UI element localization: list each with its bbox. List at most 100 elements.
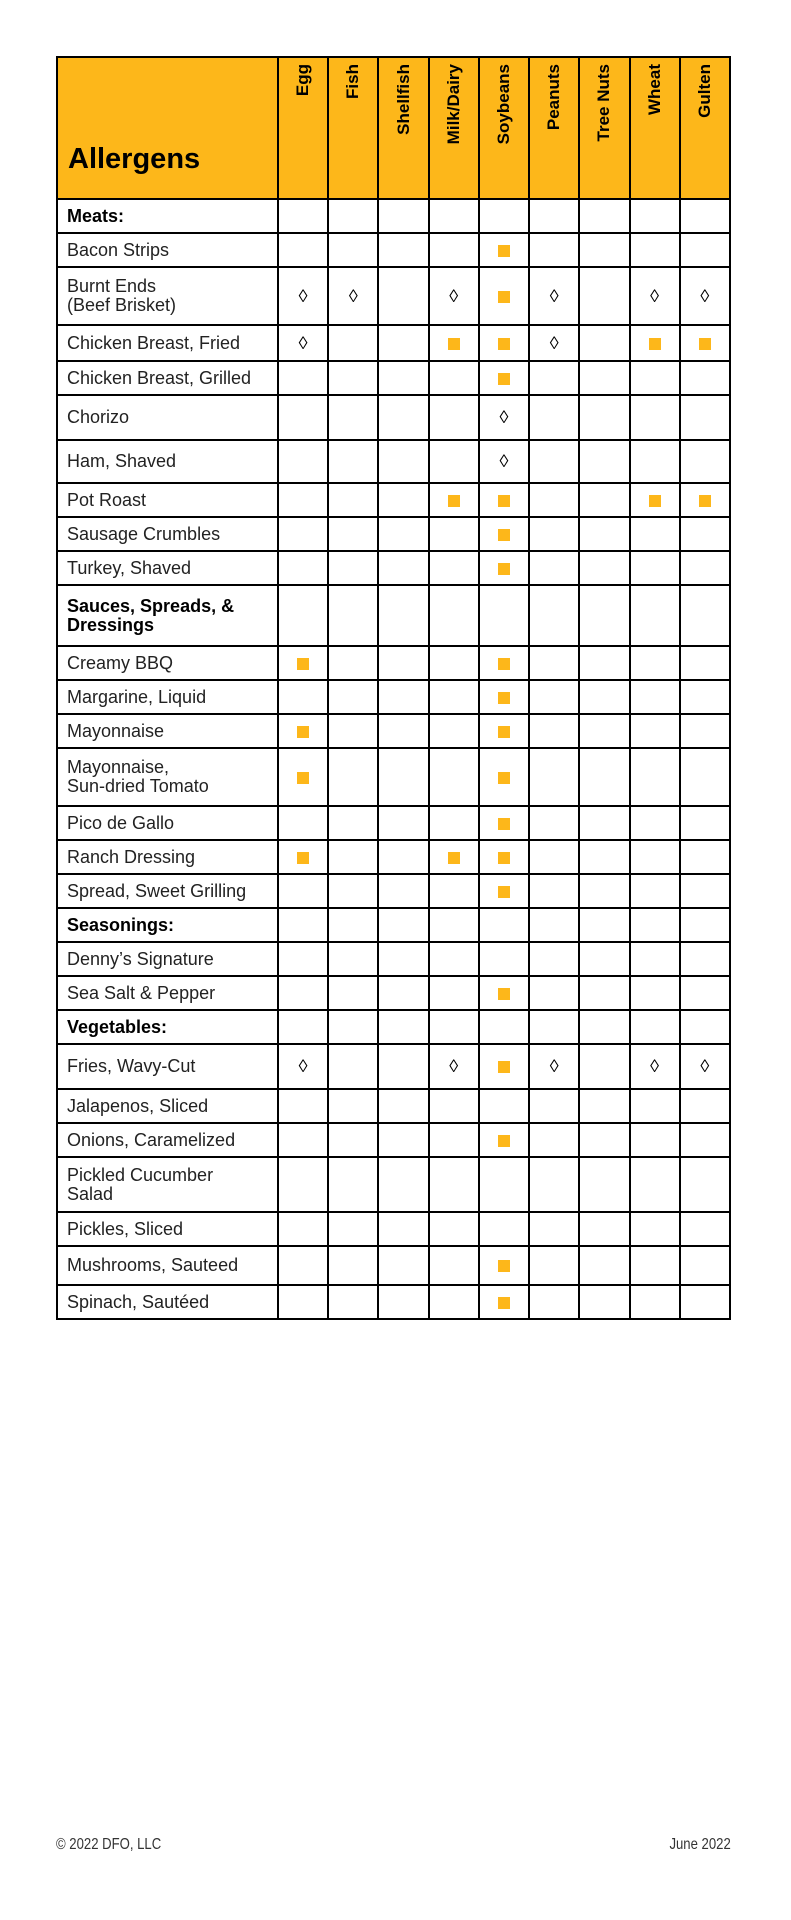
item-name: Ranch Dressing <box>56 839 279 875</box>
contains-square-icon <box>497 1134 510 1147</box>
contains-square-icon <box>447 337 460 350</box>
item-name: Sausage Crumbles <box>56 516 279 552</box>
allergen-cell <box>327 198 380 234</box>
allergen-cell <box>528 679 581 715</box>
allergen-cell <box>327 439 380 484</box>
allergen-cell <box>377 1088 430 1124</box>
allergen-cell <box>678 550 732 586</box>
allergen-cell <box>327 232 380 268</box>
table-row: Spinach, Sautéed <box>56 1284 732 1320</box>
table-row: Mushrooms, Sauteed <box>56 1245 732 1286</box>
contains-square-icon <box>648 494 661 507</box>
section-heading: Vegetables: <box>56 1009 279 1045</box>
allergen-cell <box>528 360 581 396</box>
allergen-cell <box>678 873 732 909</box>
table-title: Allergens <box>56 56 279 200</box>
allergen-cell <box>327 394 380 441</box>
allergen-cell <box>427 1088 480 1124</box>
allergen-cell <box>377 1211 430 1247</box>
may-contain-diamond-icon: ◊ <box>449 285 459 306</box>
contains-square-icon <box>447 851 460 864</box>
allergen-cell <box>276 645 330 681</box>
allergen-cell: ◊ <box>276 266 330 326</box>
allergen-cell <box>678 1211 732 1247</box>
allergen-cell <box>628 1211 681 1247</box>
may-contain-diamond-icon: ◊ <box>549 1056 559 1076</box>
copyright: © 2022 DFO, LLC <box>56 1836 162 1853</box>
section-row: Meats: <box>56 198 732 234</box>
allergen-cell <box>628 439 681 484</box>
allergen-cell <box>477 516 531 552</box>
allergen-cell <box>477 1009 531 1045</box>
allergen-cell <box>327 713 380 749</box>
allergen-cell <box>678 516 732 552</box>
allergen-cell <box>377 975 430 1011</box>
allergen-cell <box>578 198 631 234</box>
allergen-cell <box>327 584 380 647</box>
allergen-cell <box>327 1088 380 1124</box>
allergen-cell: ◊ <box>678 1043 732 1090</box>
contains-square-icon <box>497 528 510 541</box>
item-name: Fries, Wavy-Cut <box>56 1043 279 1090</box>
may-contain-diamond-icon: ◊ <box>449 1056 459 1076</box>
contains-square-icon <box>497 1296 510 1309</box>
allergen-cell <box>327 550 380 586</box>
allergen-cell <box>678 198 732 234</box>
item-name: Mayonnaise <box>56 713 279 749</box>
item-name: Pickled Cucumber Salad <box>56 1156 279 1213</box>
allergen-cell <box>427 645 480 681</box>
allergen-cell <box>276 1211 330 1247</box>
contains-square-icon <box>497 725 510 738</box>
allergen-cell <box>276 713 330 749</box>
allergen-cell <box>528 439 581 484</box>
allergen-cell <box>276 747 330 807</box>
allergen-cell <box>427 805 480 841</box>
allergen-cell <box>628 1284 681 1320</box>
allergen-cell <box>628 975 681 1011</box>
allergen-cell <box>528 975 581 1011</box>
allergen-cell <box>528 1211 581 1247</box>
allergen-cell <box>528 941 581 977</box>
allergen-cell <box>578 805 631 841</box>
allergen-cell <box>528 232 581 268</box>
allergen-cell <box>678 805 732 841</box>
contains-square-icon <box>497 337 510 350</box>
allergen-cell: ◊ <box>528 324 581 362</box>
allergen-cell <box>528 1088 581 1124</box>
allergen-cell <box>377 394 430 441</box>
allergen-cell: ◊ <box>276 1043 330 1090</box>
allergen-cell <box>678 232 732 268</box>
table-row: Pickled Cucumber Salad <box>56 1156 732 1213</box>
allergen-cell <box>628 1156 681 1213</box>
allergen-cell <box>327 516 380 552</box>
item-name: Chicken Breast, Fried <box>56 324 279 362</box>
allergen-cell <box>477 324 531 362</box>
allergen-cell <box>327 873 380 909</box>
table-row: Sea Salt & Pepper <box>56 975 732 1011</box>
allergen-cell <box>578 1043 631 1090</box>
allergen-cell <box>377 645 430 681</box>
allergen-cell <box>628 941 681 977</box>
allergen-cell <box>528 805 581 841</box>
allergen-cell <box>327 975 380 1011</box>
allergen-cell <box>528 584 581 647</box>
allergen-label: Peanuts <box>544 64 564 131</box>
allergen-cell <box>276 516 330 552</box>
allergen-cell: ◊ <box>528 1043 581 1090</box>
allergen-cell <box>477 1156 531 1213</box>
allergen-cell <box>678 394 732 441</box>
allergen-cell <box>477 1043 531 1090</box>
allergen-cell <box>427 482 480 518</box>
allergen-cell <box>477 1088 531 1124</box>
section-row: Vegetables: <box>56 1009 732 1045</box>
allergen-cell <box>377 907 430 943</box>
allergen-cell <box>427 198 480 234</box>
allergen-cell <box>678 482 732 518</box>
allergen-cell <box>578 1245 631 1286</box>
allergen-cell <box>578 747 631 807</box>
contains-square-icon <box>297 771 310 784</box>
allergen-cell: ◊ <box>427 266 480 326</box>
allergen-cell <box>477 1245 531 1286</box>
item-name: Ham, Shaved <box>56 439 279 484</box>
allergen-cell <box>578 516 631 552</box>
